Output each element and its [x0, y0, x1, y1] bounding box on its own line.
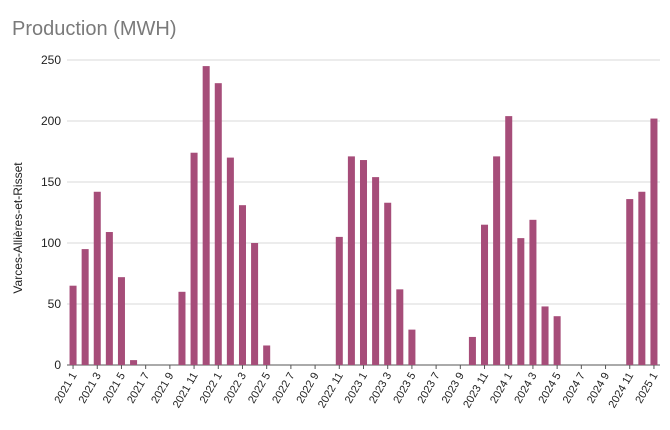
x-tick-label: 2021 3 — [77, 371, 104, 406]
bar — [396, 289, 404, 365]
bar — [214, 83, 222, 366]
y-tick-label: 150 — [41, 175, 61, 189]
bar — [335, 236, 343, 365]
x-tick-label: 2024 5 — [537, 371, 564, 406]
y-tick-label: 0 — [54, 358, 61, 372]
bar — [202, 66, 210, 365]
bar — [226, 157, 234, 365]
x-tick-label: 2024 1 — [488, 371, 515, 406]
bar — [553, 316, 561, 365]
bar — [263, 345, 271, 365]
y-tick-label: 100 — [41, 236, 61, 250]
chart-title: Production (MWH) — [12, 18, 177, 40]
bar — [81, 249, 89, 365]
y-tick-label: 250 — [41, 53, 61, 67]
bar — [481, 224, 489, 365]
x-tick-label: 2021 1 — [52, 371, 79, 406]
bar — [117, 277, 125, 365]
bar — [529, 219, 537, 365]
bar — [626, 199, 634, 365]
bar — [468, 336, 476, 365]
bar — [69, 285, 77, 365]
x-tick-label: 2023 3 — [367, 371, 394, 406]
bar — [190, 152, 198, 365]
bar — [105, 232, 113, 365]
x-tick-label: 2023 1 — [343, 371, 370, 406]
x-tick-label: 2023 7 — [415, 371, 442, 406]
x-tick-label: 2022 3 — [222, 371, 249, 406]
bar — [517, 238, 525, 365]
bar — [505, 116, 513, 366]
bar — [638, 191, 646, 365]
bar — [372, 177, 380, 365]
bar — [408, 329, 416, 365]
x-tick-label: 2023 5 — [391, 371, 418, 406]
bar — [384, 202, 392, 365]
bar — [178, 291, 186, 365]
bar — [130, 360, 138, 365]
bar — [251, 243, 259, 365]
bar — [493, 156, 501, 365]
bar — [650, 118, 658, 365]
x-tick-label: 2022 1 — [198, 371, 225, 406]
y-tick-label: 50 — [48, 297, 62, 311]
x-tick-label: 2022 7 — [270, 371, 297, 406]
x-tick-label: 2022 5 — [246, 371, 273, 406]
x-tick-label: 2021 5 — [101, 371, 128, 406]
y-axis-label: Varces-Allières-et-Risset — [11, 162, 25, 294]
x-tick-label: 2024 3 — [512, 371, 539, 406]
bar — [541, 306, 549, 365]
x-tick-label: 2025 1 — [633, 371, 660, 406]
x-tick-label: 2021 7 — [125, 371, 152, 406]
bar — [93, 191, 101, 365]
y-tick-layer: 0 50 100 150 200 250 — [41, 53, 61, 372]
bar — [347, 156, 355, 365]
bar — [238, 205, 246, 365]
bar-layer — [69, 66, 658, 366]
y-tick-label: 200 — [41, 114, 61, 128]
bar — [359, 160, 368, 365]
x-tick-label: 2024 7 — [561, 371, 588, 406]
